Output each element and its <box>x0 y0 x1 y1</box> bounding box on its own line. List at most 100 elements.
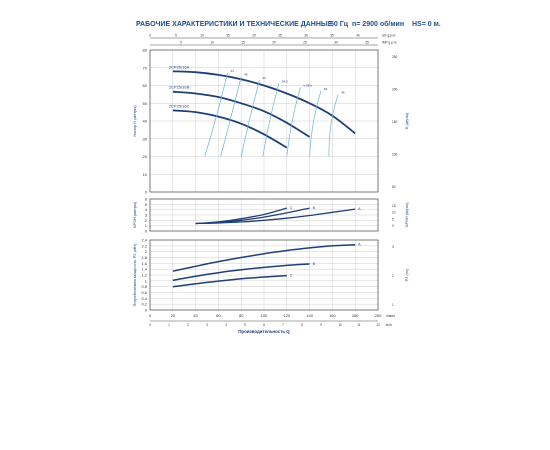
x-tick: 40 <box>193 313 198 318</box>
x-tick-secondary: 2 <box>187 323 189 327</box>
power-series-label: B <box>313 262 316 266</box>
head-ytick-right: 200 <box>392 88 398 92</box>
npsh-ylabel: NPSH (метры) <box>132 201 137 228</box>
power-ytick: 1 <box>145 278 148 283</box>
x-unit-secondary: м³/ч <box>386 323 392 327</box>
top-axis-imp-tick: 35 <box>365 41 369 45</box>
x-axis-label: Производительность Q <box>238 329 290 334</box>
top-axis-us-tick: 5 <box>175 34 177 38</box>
efficiency-iso-line <box>262 83 280 157</box>
top-axis-us-tick: 0 <box>149 34 151 38</box>
head-ytick: 60 <box>143 83 148 88</box>
power-ylabel-right: P2 (лс) <box>404 268 409 282</box>
x-tick-secondary: 1 <box>168 323 170 327</box>
head-ytick-right: 150 <box>392 120 398 124</box>
power-series-label: A <box>358 243 361 247</box>
head-series-line <box>172 109 288 149</box>
top-axis-imp-tick: 10 <box>210 41 214 45</box>
efficiency-iso-line <box>240 80 260 157</box>
npsh-ylabel-right: NPSH (футы) <box>404 202 409 228</box>
efficiency-iso-line <box>204 72 228 157</box>
head-series-line <box>172 90 311 138</box>
npsh-series-line <box>195 208 356 225</box>
x-tick-secondary: 9 <box>320 323 322 327</box>
head-series-line <box>172 70 356 135</box>
efficiency-iso-line <box>286 87 301 157</box>
x-tick: 200 <box>375 313 382 318</box>
power-ytick: 0 <box>145 308 148 313</box>
head-ytick: 40 <box>143 119 148 124</box>
npsh-series-label: B <box>313 206 316 210</box>
npsh-frame <box>149 198 379 232</box>
head-ytick: 0 <box>145 190 148 195</box>
power-ytick-right: 2 <box>392 274 394 278</box>
frequency-label: 50 Гц <box>330 21 349 28</box>
efficiency-label: 53 <box>262 76 266 80</box>
npsh-ytick-right: 15 <box>392 204 396 208</box>
power-series-label: C <box>290 274 293 278</box>
power-ytick: 0.8 <box>141 284 147 289</box>
x-tick: 140 <box>306 313 313 318</box>
power-ytick: 0.2 <box>141 302 147 307</box>
x-tick-secondary: 12 <box>376 323 380 327</box>
power-ytick: 1.2 <box>141 273 147 278</box>
x-tick: 120 <box>283 313 290 318</box>
npsh-ytick: 4 <box>145 207 148 212</box>
top-axis-us-tick: 15 <box>226 34 230 38</box>
efficiency-label: 53 <box>324 87 328 91</box>
npsh-ytick-right: 0 <box>392 224 394 228</box>
npsh-ytick: 0 <box>145 229 148 234</box>
x-unit: л/мин <box>386 314 395 318</box>
head-series-label: 2CP25/16C <box>169 103 190 108</box>
power-ytick: 1.8 <box>141 255 147 260</box>
x-tick: 0 <box>149 313 152 318</box>
x-tick-secondary: 10 <box>338 323 342 327</box>
head-ytick-right: 100 <box>392 153 398 157</box>
npsh-ytick: 5 <box>145 202 148 207</box>
power-ytick-right: 1 <box>392 303 394 307</box>
efficiency-label: η 55% <box>303 83 312 87</box>
x-tick-secondary: 7 <box>282 323 284 327</box>
efficiency-iso-line <box>220 76 242 157</box>
x-tick-secondary: 4 <box>225 323 227 327</box>
npsh-series-label: C <box>290 206 293 210</box>
power-ytick: 2.2 <box>141 243 147 248</box>
chart-title: РАБОЧИЕ ХАРАКТЕРИСТИКИ И ТЕХНИЧЕСКИЕ ДАН… <box>136 21 333 28</box>
npsh-ytick: 6 <box>145 197 148 202</box>
head-ytick: 50 <box>143 101 148 106</box>
top-axis-us-tick: 35 <box>330 34 334 38</box>
power-ytick: 1.6 <box>141 261 147 266</box>
top-axis-imp-tick: 15 <box>241 41 245 45</box>
head-ytick: 80 <box>143 48 148 53</box>
head-ytick: 10 <box>143 172 148 177</box>
top-axis-us-tick: 25 <box>278 34 282 38</box>
power-ytick: 1.4 <box>141 267 147 272</box>
power-ytick: 2 <box>145 249 148 254</box>
npsh-ytick: 3 <box>145 213 148 218</box>
efficiency-label: 49 <box>244 73 248 77</box>
x-tick: 180 <box>352 313 359 318</box>
x-tick: 160 <box>329 313 336 318</box>
power-ytick: 0.4 <box>141 296 147 301</box>
top-axis-imp-tick: 20 <box>272 41 276 45</box>
hs-label: HS= 0 м. <box>412 21 441 28</box>
head-series-label: 2CP25/16B <box>169 85 190 90</box>
x-tick: 100 <box>261 313 268 318</box>
top-axis-us-unit: US g.p.m. <box>382 34 396 38</box>
top-axis-us-tick: 20 <box>252 34 256 38</box>
top-axis-imp-tick: 25 <box>303 41 307 45</box>
head-frame <box>149 49 379 193</box>
npsh-ytick: 2 <box>145 218 148 223</box>
npsh-ytick-right: 10 <box>392 211 396 215</box>
power-ytick-right: 3 <box>392 245 394 249</box>
efficiency-label: 49 <box>341 90 345 94</box>
head-ytick-right: 50 <box>392 185 396 189</box>
top-axis-imp-tick: 30 <box>334 41 338 45</box>
head-ytick: 30 <box>143 136 148 141</box>
x-tick-secondary: 6 <box>263 323 265 327</box>
head-ytick-right: 250 <box>392 55 398 59</box>
x-tick-secondary: 5 <box>244 323 246 327</box>
efficiency-iso-line <box>328 94 339 157</box>
top-axis-imp-unit: IMP g.p.m. <box>382 41 397 45</box>
x-tick: 80 <box>239 313 244 318</box>
